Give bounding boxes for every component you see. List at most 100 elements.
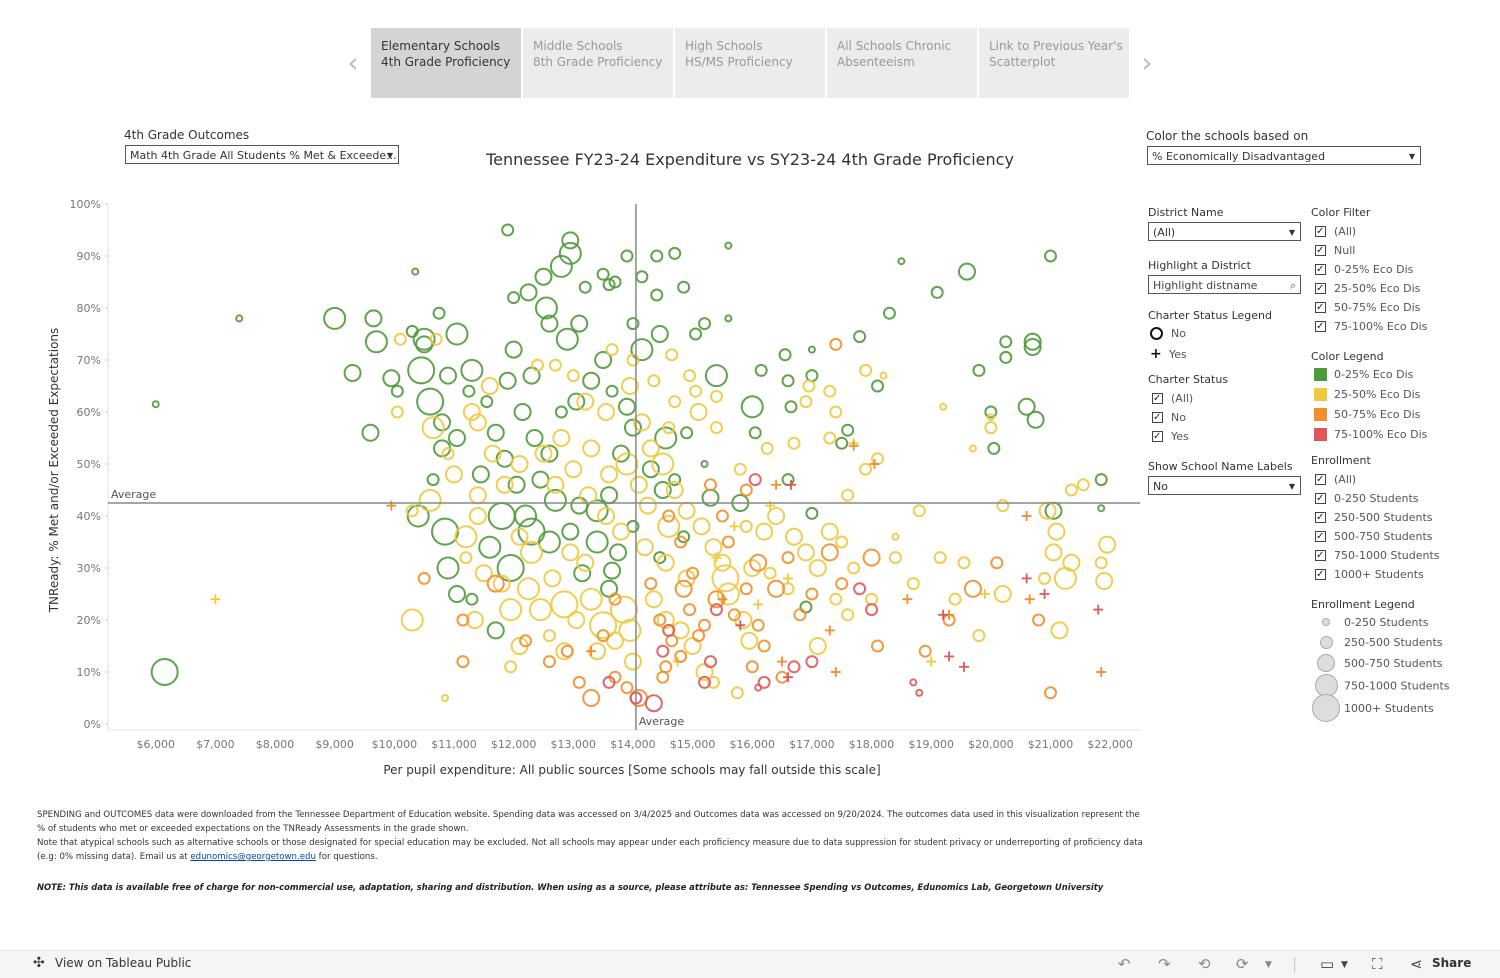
color-filter-option-1[interactable]: Null	[1315, 243, 1355, 259]
refresh-icon[interactable]: ⟳	[1236, 955, 1249, 973]
school-point	[514, 504, 538, 528]
checkbox-icon[interactable]	[1315, 529, 1326, 545]
school-point	[436, 556, 460, 580]
school-point	[805, 506, 819, 520]
checkbox-icon[interactable]	[1315, 243, 1326, 259]
school-point	[528, 598, 552, 622]
charter-legend-yes-label: Yes	[1169, 348, 1187, 361]
school-point	[623, 418, 642, 437]
charter-status-option-2[interactable]: Yes	[1152, 429, 1189, 445]
checkbox-icon[interactable]	[1315, 510, 1326, 526]
size-circle-icon	[1317, 654, 1335, 672]
school-point	[1026, 410, 1045, 429]
nav-tab-2[interactable]: High Schools HS/MS Proficiency	[675, 28, 825, 98]
nav-next-arrow[interactable]: ›	[1137, 48, 1157, 78]
school-point	[650, 288, 664, 302]
color-filter-option-0[interactable]: (All)	[1315, 224, 1356, 240]
email-link[interactable]: edunomics@georgetown.edu	[190, 852, 316, 862]
download-caret-icon[interactable]: ▼	[1341, 960, 1348, 970]
share-icon[interactable]: ⋖	[1410, 955, 1423, 973]
nav-tab-line2: 8th Grade Proficiency	[533, 55, 663, 69]
enrollment-option-1[interactable]: 0-250 Students	[1315, 491, 1419, 507]
nav-tab-line2: Absenteeism	[837, 55, 915, 69]
color-filter-option-2[interactable]: 0-25% Eco Dis	[1315, 262, 1413, 278]
nav-tab-4[interactable]: Link to Previous Year's Scatterplot	[979, 28, 1129, 98]
checkbox-icon[interactable]	[1315, 472, 1326, 488]
school-point	[644, 590, 663, 609]
school-point	[364, 309, 383, 328]
checkbox-icon[interactable]	[1315, 224, 1326, 240]
enrollment-legend-label: 250-500 Students	[1344, 636, 1443, 649]
checkbox-icon[interactable]	[1315, 262, 1326, 278]
checkbox-icon[interactable]	[1152, 429, 1163, 445]
school-point	[151, 400, 160, 409]
school-point	[471, 465, 490, 484]
highlight-input[interactable]: Highlight distname ⌕	[1148, 275, 1301, 294]
undo-icon[interactable]: ↶	[1118, 955, 1131, 973]
school-point	[785, 527, 804, 546]
school-point	[972, 363, 986, 377]
school-point	[578, 280, 592, 294]
redo-icon[interactable]: ↷	[1158, 955, 1171, 973]
school-point	[749, 553, 768, 572]
notes-p2-text: Note that atypical schools such as alter…	[37, 838, 1143, 862]
school-point	[709, 603, 723, 617]
school-point	[853, 330, 867, 344]
charter-point	[711, 552, 722, 563]
x-tick-label: $19,000	[908, 738, 954, 751]
y-tick-label: 70%	[77, 354, 101, 367]
school-point	[656, 611, 675, 629]
enrollment-option-0[interactable]: (All)	[1315, 472, 1356, 488]
view-on-tableau-link[interactable]: View on Tableau Public	[55, 956, 192, 970]
color-filter-option-5[interactable]: 75-100% Eco Dis	[1315, 319, 1427, 335]
nav-prev-arrow[interactable]: ‹	[343, 48, 363, 78]
nav-tab-0[interactable]: Elementary Schools 4th Grade Proficiency	[371, 28, 521, 98]
school-point	[1044, 686, 1058, 700]
enrollment-option-4[interactable]: 750-1000 Students	[1315, 548, 1440, 564]
charter-status-option-0[interactable]: (All)	[1152, 391, 1193, 407]
checkbox-icon[interactable]	[1315, 548, 1326, 564]
fullscreen-icon[interactable]: ⛶	[1372, 955, 1383, 973]
school-point	[543, 488, 567, 512]
school-point	[564, 460, 583, 479]
enrollment-option-2[interactable]: 250-500 Students	[1315, 510, 1433, 526]
school-point	[1023, 338, 1042, 356]
school-point	[711, 564, 740, 593]
district-dropdown[interactable]: (All) ▼	[1148, 222, 1301, 241]
school-point	[787, 660, 801, 674]
school-point	[793, 608, 807, 622]
y-tick-label: 30%	[77, 562, 101, 575]
school-point	[644, 577, 658, 591]
share-button[interactable]: Share	[1432, 956, 1472, 970]
checkbox-icon[interactable]	[1315, 567, 1326, 583]
download-icon[interactable]: ▭	[1320, 955, 1335, 973]
color-filter-label: Color Filter	[1311, 206, 1371, 219]
nav-tab-3[interactable]: All Schools Chronic Absenteeism	[827, 28, 977, 98]
enrollment-option-5[interactable]: 1000+ Students	[1315, 567, 1424, 583]
outcomes-dropdown[interactable]: Math 4th Grade All Students % Met & Exce…	[125, 145, 399, 164]
labels-dropdown[interactable]: No ▼	[1148, 476, 1301, 495]
y-tick-label: 10%	[77, 666, 101, 679]
pause-dropdown-icon[interactable]: ▼	[1265, 960, 1272, 970]
school-point	[406, 504, 430, 528]
checkbox-icon[interactable]	[1315, 300, 1326, 316]
school-point	[802, 379, 816, 393]
charter-status-option-1[interactable]: No	[1152, 410, 1186, 426]
checkbox-icon[interactable]	[1152, 410, 1163, 426]
nav-tab-1[interactable]: Middle Schools 8th Grade Proficiency	[523, 28, 673, 98]
school-point	[650, 249, 664, 263]
color-filter-option-3[interactable]: 25-50% Eco Dis	[1315, 281, 1420, 297]
checkbox-icon[interactable]	[1315, 491, 1326, 507]
color-by-dropdown[interactable]: % Economically Disadvantaged ▼	[1147, 146, 1421, 165]
school-point	[382, 369, 401, 388]
enrollment-option-3[interactable]: 500-750 Students	[1315, 529, 1433, 545]
checkbox-icon[interactable]	[1152, 391, 1163, 407]
checkbox-icon[interactable]	[1315, 319, 1326, 335]
x-tick-label: $6,000	[136, 738, 175, 751]
school-point	[531, 470, 550, 489]
school-point	[542, 655, 556, 669]
revert-icon[interactable]: ⟲	[1198, 955, 1211, 973]
checkbox-icon[interactable]	[1315, 281, 1326, 297]
school-point	[459, 551, 473, 565]
color-filter-option-4[interactable]: 50-75% Eco Dis	[1315, 300, 1420, 316]
